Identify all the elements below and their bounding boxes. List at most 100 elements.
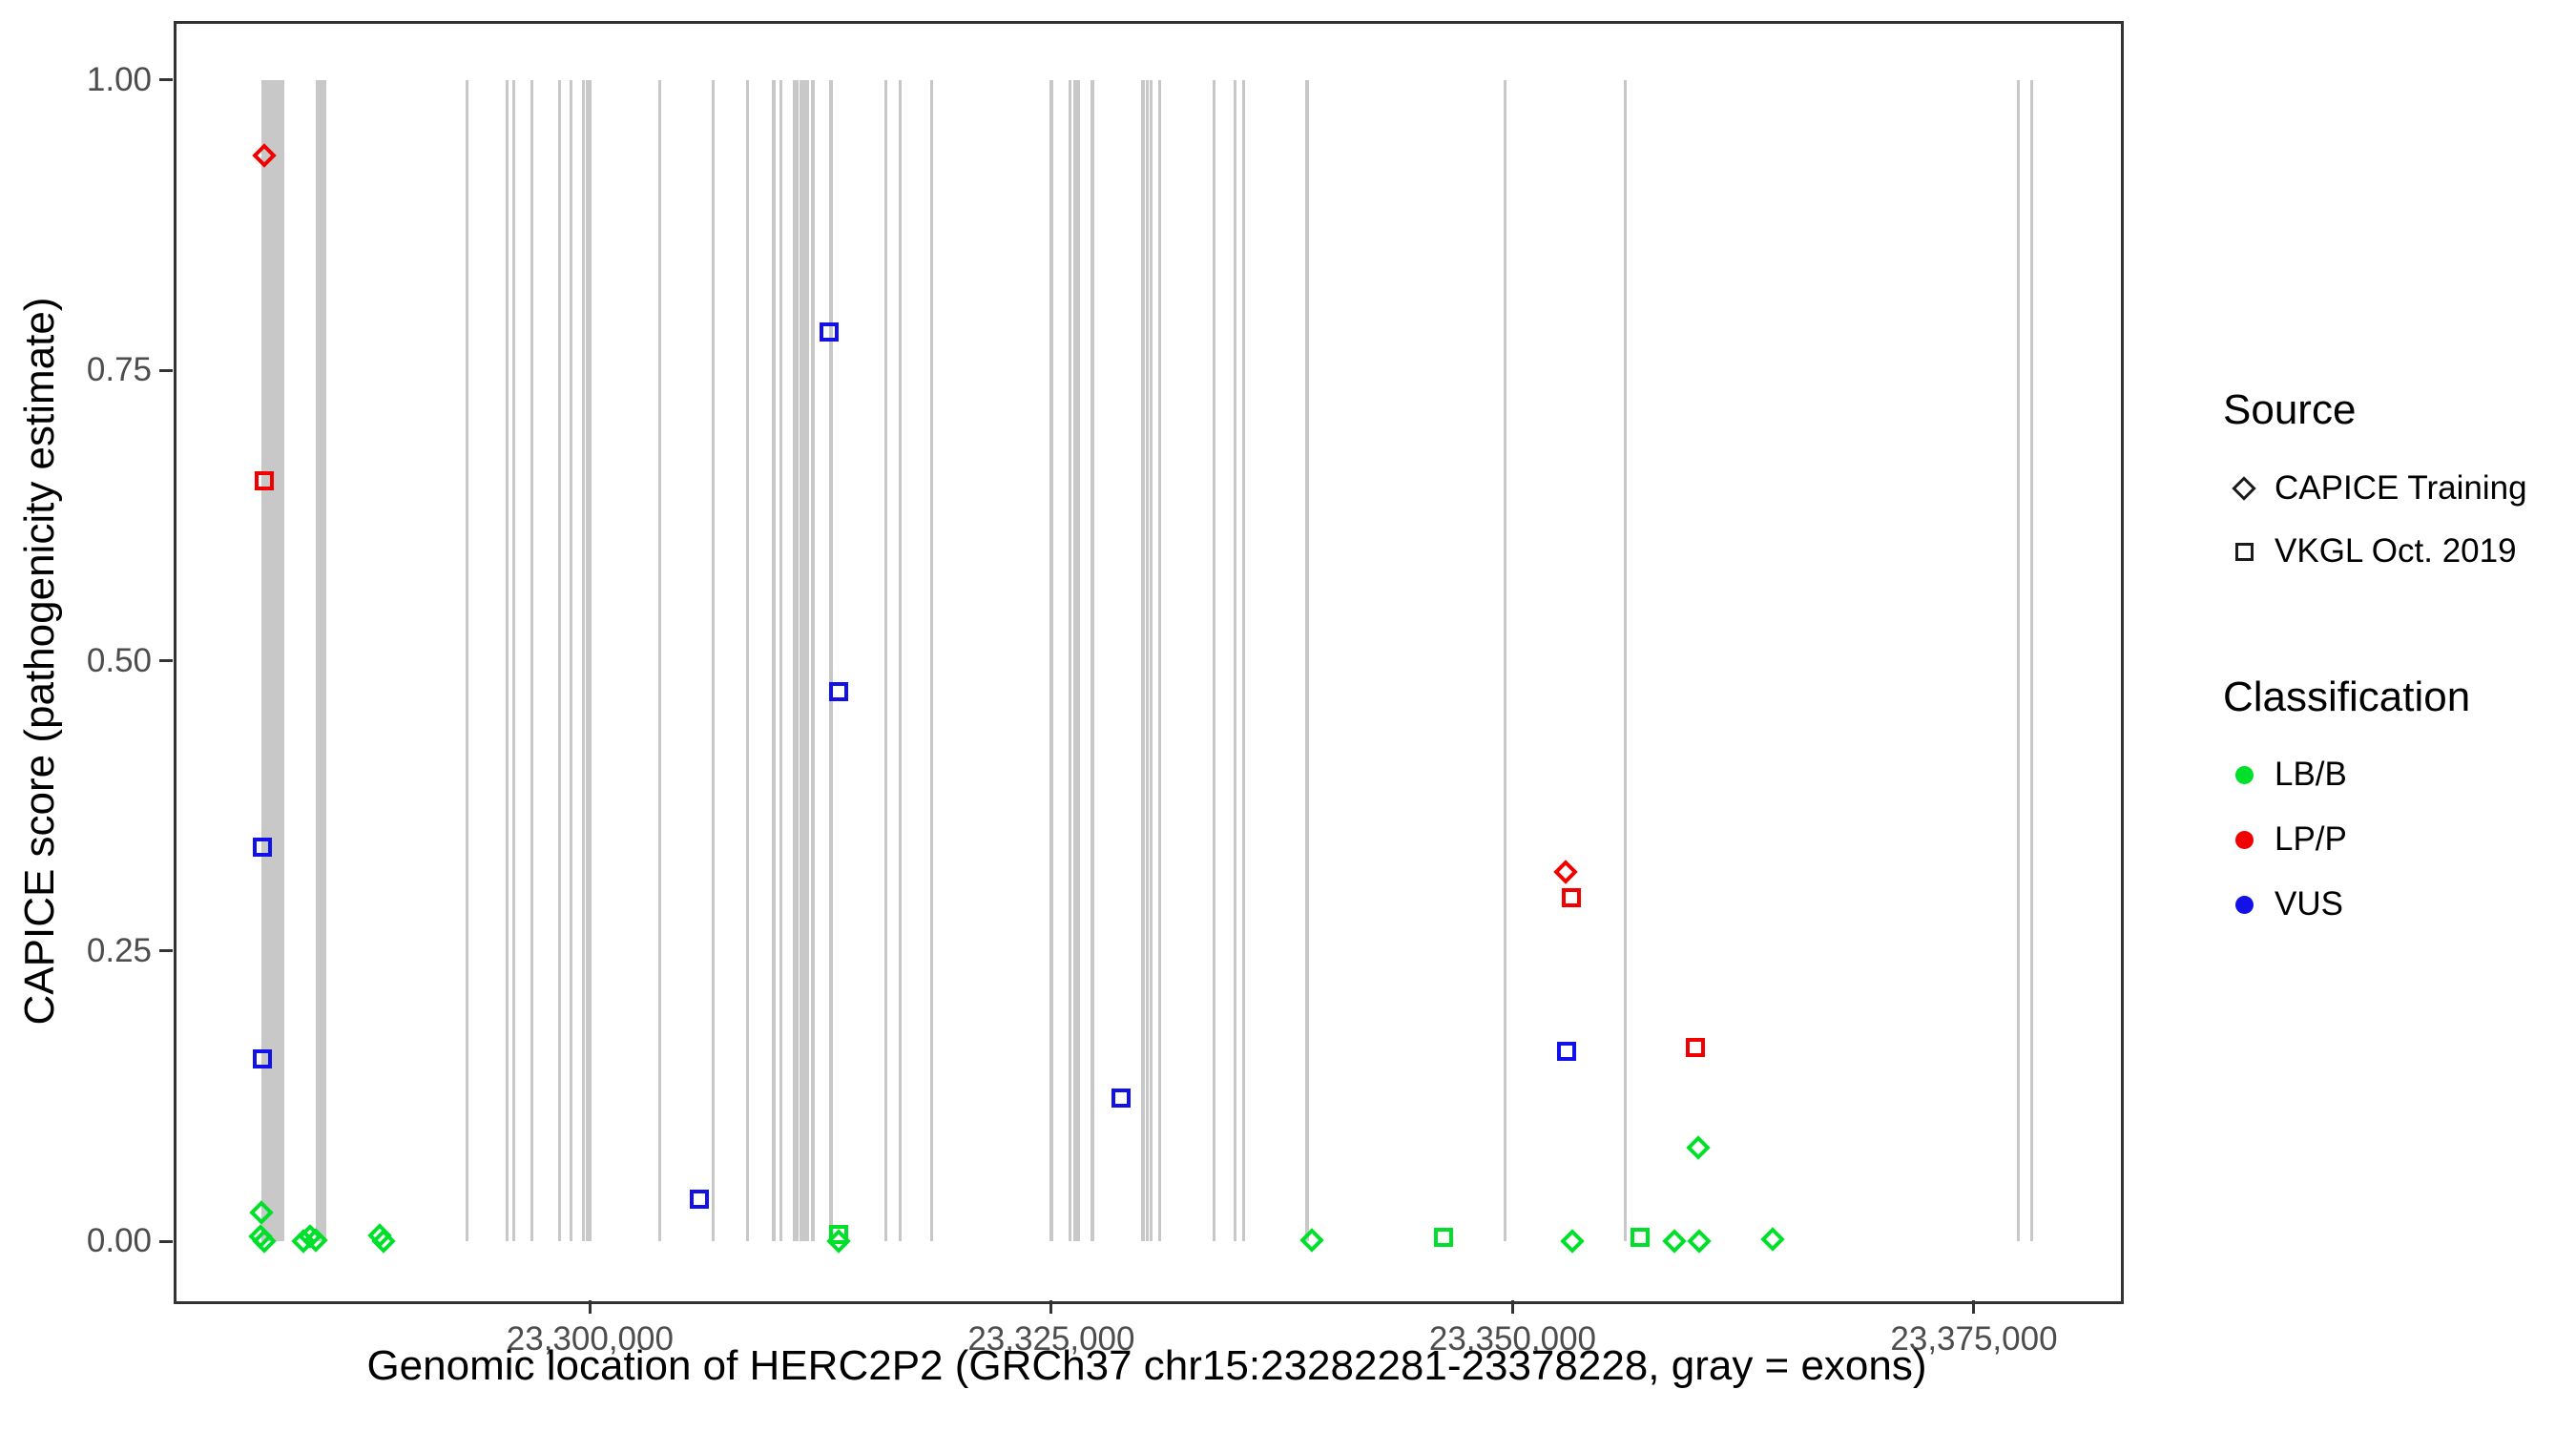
data-point-square [1685,1037,1705,1057]
exon-band [1241,79,1245,1242]
exon-band [898,79,903,1242]
exon-band [1145,79,1150,1242]
y-tick-label: 0.25 [86,931,152,969]
x-tick-label: 23,325,000 [967,1320,1135,1358]
data-point-diamond [1560,1229,1585,1254]
exon-band [1140,79,1145,1242]
y-tick-mark [159,368,173,372]
legend-item-label: VKGL Oct. 2019 [2275,532,2517,570]
exon-band [712,79,716,1242]
diamond-marker-icon [2223,467,2265,509]
legend-item-vus: VUS [2223,873,2343,936]
exon-band [2016,79,2020,1242]
data-point-diamond [1553,860,1578,884]
exon-band [582,79,586,1242]
square-glyph [2234,542,2254,561]
exon-band [1072,79,1076,1242]
exon-band [829,79,833,1242]
exon-band [884,79,888,1242]
exon-band [1149,79,1153,1242]
circle-glyph [2234,830,2254,849]
legend-item-label: LP/P [2275,820,2347,858]
data-point-square [252,1049,272,1069]
exon-band [1304,79,1309,1242]
y-tick-mark [159,1239,173,1243]
exon-band [505,79,509,1242]
color-dot-icon [2223,754,2265,796]
exon-band [2029,79,2033,1242]
x-axis-title: Genomic location of HERC2P2 (GRCh37 chr1… [366,1342,1927,1389]
data-point-square [690,1190,710,1210]
exon-band [1076,79,1080,1242]
exon-band [810,79,815,1242]
data-point-diamond [1662,1229,1687,1254]
exon-band [1212,79,1215,1242]
data-point-square [819,322,839,342]
y-axis-title: CAPICE score (pathogenicity estimate) [16,297,63,1025]
exon-band [585,79,592,1242]
exon-band [1623,79,1627,1242]
exon-band [657,79,662,1242]
color-dot-icon [2223,883,2265,925]
exon-band [1068,79,1071,1242]
square-marker-icon [2223,530,2265,572]
exon-band [792,79,799,1242]
x-tick-mark [1972,1300,1976,1314]
data-point-square [1433,1228,1453,1248]
x-tick-mark [1049,1300,1053,1314]
exon-band [771,79,776,1242]
data-point-square [829,682,849,702]
diamond-glyph [2232,476,2256,501]
data-point-square [1561,887,1581,907]
legend-item-label: CAPICE Training [2275,469,2527,507]
data-point-diamond [1686,1134,1711,1160]
exon-band [1503,79,1506,1242]
data-point-square [252,838,272,858]
exon-band [569,79,572,1242]
exon-band [1090,79,1094,1242]
data-point-square [1631,1228,1651,1248]
exon-band [746,79,749,1242]
exon-band [557,79,561,1242]
y-tick-mark [159,659,173,662]
exon-band [511,79,515,1242]
legend: Source CAPICE Training VKGL Oct. 2019 Cla… [2223,0,2576,1431]
data-point-square [254,470,274,490]
data-point-diamond [1298,1228,1324,1253]
circle-glyph [2234,895,2254,914]
data-point-diamond [1687,1229,1712,1254]
x-tick-mark [1510,1300,1514,1314]
exon-band [466,79,469,1242]
legend-item-lp-p: LP/P [2223,808,2347,871]
data-point-square [1557,1041,1577,1061]
y-tick-label: 0.50 [86,641,152,679]
data-point-diamond [1760,1226,1785,1252]
exon-band [315,79,327,1242]
exon-band [799,79,809,1242]
color-dot-icon [2223,819,2265,861]
y-tick-label: 0.75 [86,351,152,389]
x-tick-label: 23,300,000 [506,1320,674,1358]
exon-band [1049,79,1054,1242]
data-point-square [829,1224,849,1244]
legend-item-capice-training: CAPICE Training [2223,457,2527,520]
y-tick-mark [159,78,173,82]
x-tick-mark [588,1300,592,1314]
y-tick-label: 0.00 [86,1222,152,1260]
legend-item-label: LB/B [2275,756,2347,793]
legend-classification-title: Classification [2223,674,2471,720]
legend-source-title: Source [2223,386,2357,433]
x-tick-label: 23,375,000 [1890,1320,2058,1358]
exon-band [779,79,782,1242]
exon-band [1157,79,1161,1242]
legend-item-vkgl-oct-2019: VKGL Oct. 2019 [2223,520,2517,583]
exon-band [1234,79,1236,1242]
circle-glyph [2234,765,2254,784]
y-tick-label: 1.00 [86,60,152,98]
exon-band [930,79,934,1242]
exon-band [261,79,285,1242]
data-point-square [1111,1089,1132,1109]
y-tick-mark [159,949,173,953]
legend-item-label: VUS [2275,885,2343,923]
